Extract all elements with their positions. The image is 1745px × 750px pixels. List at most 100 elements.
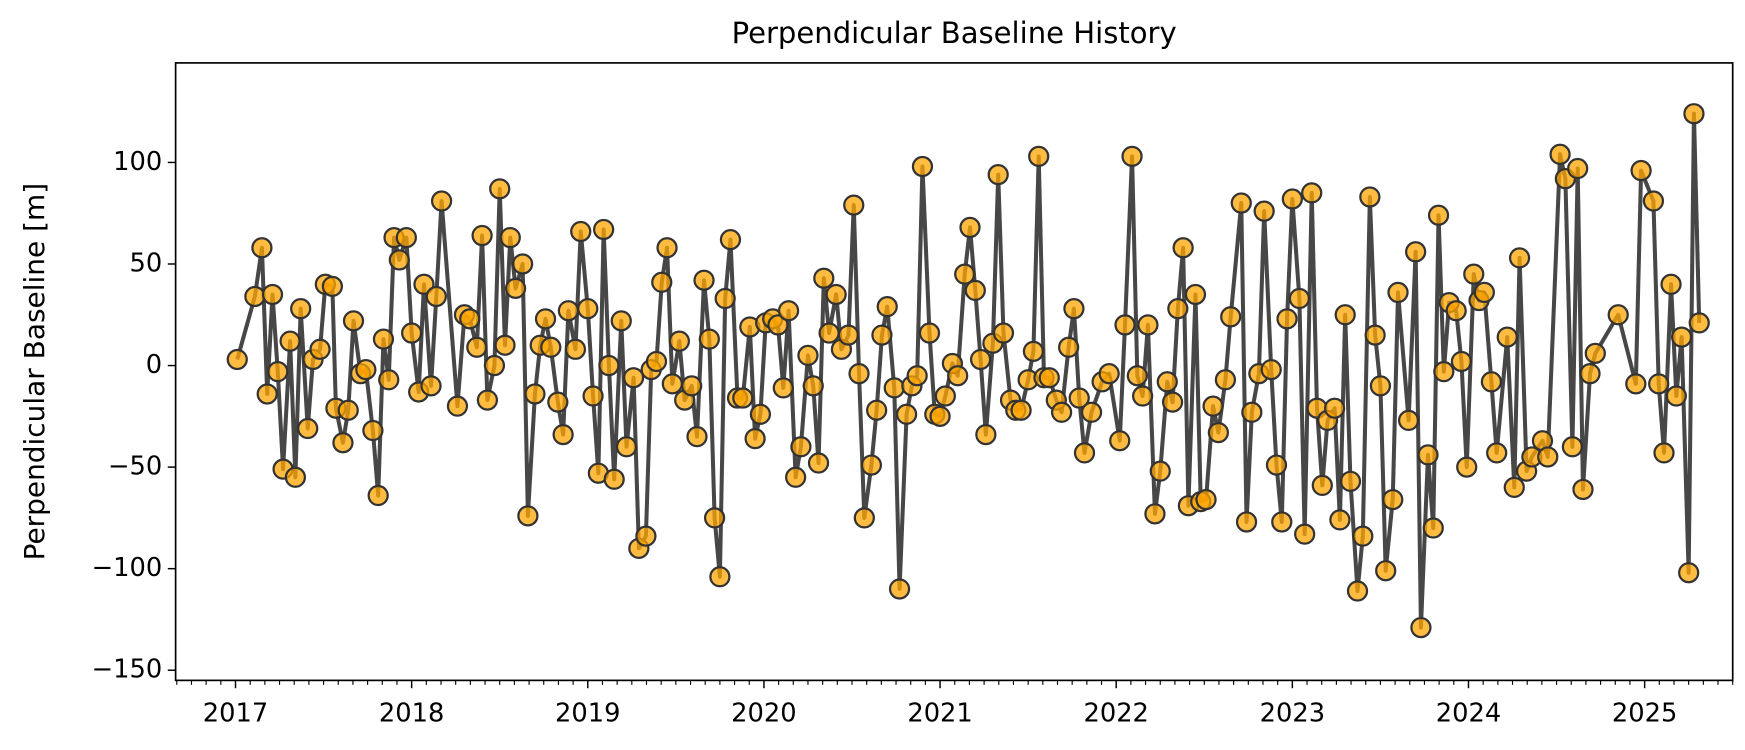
data-point (749, 403, 772, 425)
data-point (1109, 430, 1131, 452)
data-point (622, 367, 645, 389)
data-point (1235, 511, 1258, 533)
data-point (876, 296, 898, 318)
data-point (1265, 454, 1288, 476)
data-point (668, 330, 691, 352)
data-point (1339, 470, 1362, 492)
x-tick-label: 2017 (203, 698, 268, 728)
data-point (767, 314, 789, 336)
data-point (256, 383, 278, 405)
data-point (1463, 263, 1485, 285)
data-point (1473, 281, 1495, 304)
data-point (929, 405, 951, 427)
data-point (1382, 488, 1404, 511)
data-point (1149, 460, 1171, 482)
data-point (1114, 314, 1136, 336)
data-point (1202, 395, 1224, 417)
data-point (1334, 304, 1356, 326)
data-point (825, 283, 847, 306)
data-point (698, 328, 720, 350)
y-tick-label: 50 (129, 248, 162, 278)
data-point (813, 267, 835, 289)
data-point (686, 426, 708, 448)
data-point (1010, 399, 1032, 421)
data-point (1121, 145, 1143, 167)
data-point (1301, 182, 1323, 204)
data-point (1288, 287, 1311, 310)
data-point (321, 275, 344, 297)
data-point (483, 354, 506, 377)
data-point (367, 484, 389, 507)
data-point (911, 155, 934, 178)
data-point (290, 298, 312, 320)
data-point (284, 466, 307, 488)
data-point (1549, 143, 1571, 165)
data-point (785, 466, 807, 488)
x-tick-label: 2021 (907, 698, 972, 728)
data-point (425, 285, 447, 308)
data-point (1508, 247, 1531, 269)
data-point (372, 328, 395, 350)
data-point (1678, 562, 1700, 584)
data-point (593, 218, 615, 241)
chart-title: Perpendicular Baseline History (732, 16, 1177, 50)
data-point (476, 389, 499, 411)
y-tick-label: 0 (146, 350, 162, 380)
data-point (1537, 446, 1559, 468)
data-point (603, 468, 625, 490)
data-point (1329, 509, 1351, 531)
data-point (1503, 476, 1525, 499)
data-point (1156, 371, 1178, 393)
data-point (1260, 358, 1282, 381)
data-point (1387, 281, 1409, 304)
data-point (430, 190, 453, 212)
data-point (714, 287, 736, 310)
data-point (975, 423, 997, 446)
data-point (1642, 190, 1665, 212)
data-point (954, 263, 976, 285)
data-point (1480, 371, 1503, 393)
data-point (848, 363, 870, 385)
data-point (1167, 298, 1189, 320)
y-tick-label: 100 (113, 147, 162, 177)
data-point (1688, 312, 1710, 334)
data-point (1683, 103, 1705, 125)
data-point (797, 344, 819, 367)
y-axis-label: Perpendicular Baseline [m] (18, 183, 51, 561)
data-point (1038, 367, 1060, 389)
data-point (1397, 409, 1420, 432)
data-point (1241, 401, 1263, 423)
data-point (1195, 488, 1217, 511)
data-point (1579, 363, 1601, 385)
data-point (837, 324, 860, 346)
data-point (1630, 159, 1652, 182)
data-point (1445, 300, 1467, 322)
data-point (1567, 157, 1589, 180)
data-point (853, 507, 875, 529)
data-point (564, 338, 587, 360)
data-point (362, 419, 384, 442)
data-point (297, 417, 319, 440)
data-point (1417, 444, 1439, 466)
data-point (1561, 436, 1584, 458)
plot-frame (174, 62, 1734, 682)
data-point (693, 269, 715, 291)
data-point (964, 279, 986, 302)
data-point (420, 375, 442, 397)
y-tick-label: −50 (108, 452, 162, 482)
data-point (1410, 616, 1432, 639)
data-point (1253, 200, 1275, 222)
data-point (1433, 361, 1455, 383)
data-point (1073, 442, 1096, 464)
data-point (719, 228, 742, 251)
data-point (332, 432, 354, 454)
data-point (1311, 474, 1333, 497)
x-tick-label: 2022 (1083, 698, 1148, 728)
data-point (504, 277, 527, 299)
data-point (1050, 401, 1073, 423)
data-point (1486, 442, 1508, 464)
data-point (1660, 273, 1682, 295)
data-point (1375, 560, 1397, 582)
